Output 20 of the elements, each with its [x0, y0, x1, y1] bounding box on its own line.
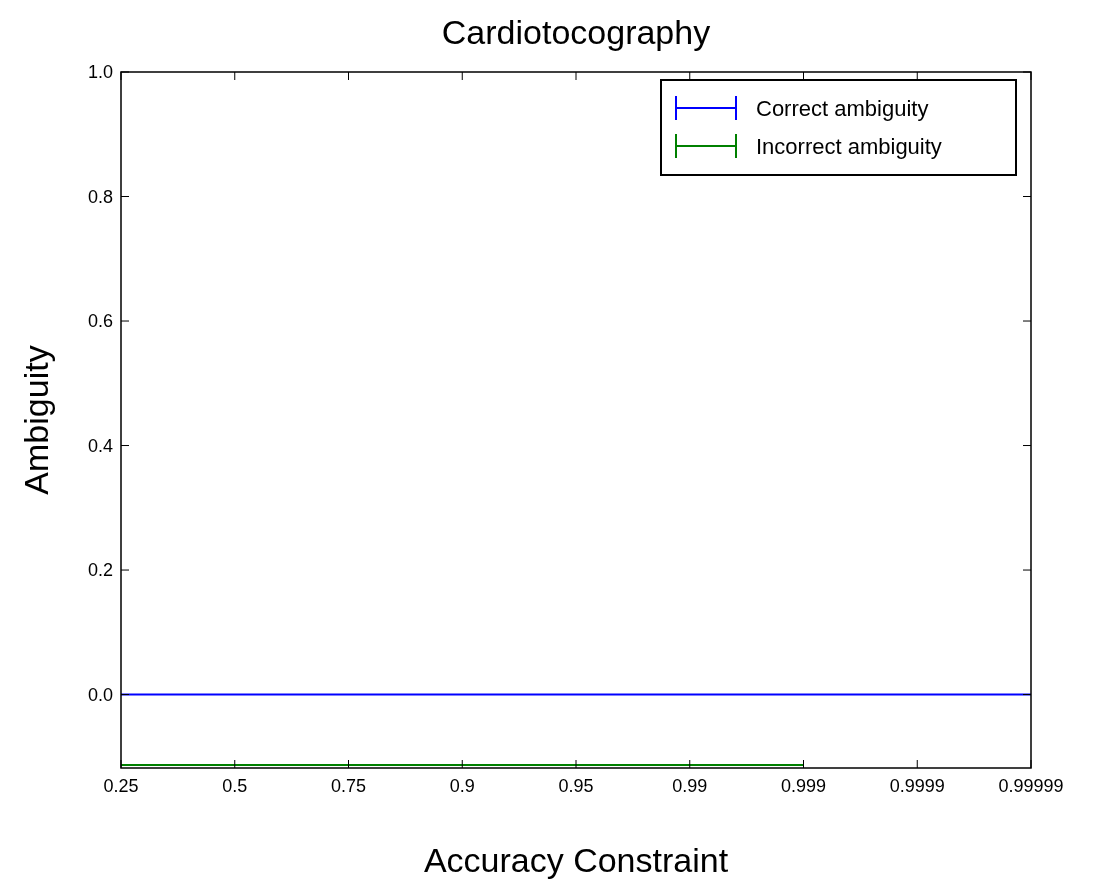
x-tick-label: 0.99: [672, 776, 708, 796]
x-tick-label: 0.5: [222, 776, 248, 796]
x-axis-title: Accuracy Constraint: [423, 841, 729, 879]
x-tick-label: 0.999: [780, 776, 827, 796]
y-tick-label: 0.6: [87, 311, 113, 332]
x-tick-label: 0.95: [558, 776, 594, 796]
legend-label: Incorrect ambiguity: [756, 133, 942, 159]
x-tick-label: 0.9: [449, 776, 475, 796]
x-tick-label: 0.9999: [889, 776, 945, 796]
x-tick-label: 0.99999: [998, 776, 1064, 796]
chart-title: Cardiotocography: [441, 13, 711, 51]
x-tick-label: 0.25: [103, 776, 139, 796]
y-tick-label: 0.4: [87, 435, 113, 456]
legend-label: Correct ambiguity: [756, 95, 929, 121]
y-axis-title: Ambiguity: [17, 345, 55, 495]
y-tick-label: 0.0: [87, 684, 113, 705]
y-tick-label: 1.0: [87, 62, 113, 83]
y-tick-label: 0.2: [87, 560, 113, 581]
y-tick-label: 0.8: [87, 186, 113, 207]
x-tick-label: 0.75: [330, 776, 367, 796]
